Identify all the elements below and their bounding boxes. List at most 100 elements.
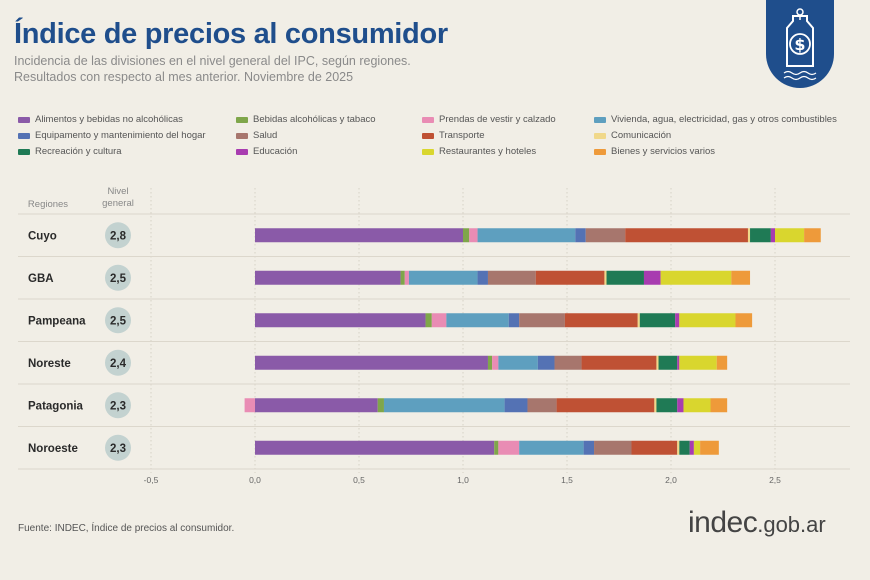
bar-segment xyxy=(498,355,538,370)
bar-segment xyxy=(625,228,748,243)
x-tick-label: 0,0 xyxy=(249,475,261,485)
legend-label: Transporte xyxy=(439,130,485,141)
bar-segment xyxy=(643,270,661,285)
legend-label: Educación xyxy=(253,146,298,157)
page-title: Índice de precios al consumidor xyxy=(14,18,448,50)
bar-segment xyxy=(487,270,536,285)
bar-segment xyxy=(679,313,736,328)
legend-item: Recreación y cultura xyxy=(18,146,122,157)
bar-segment xyxy=(581,355,657,370)
bar-segment xyxy=(750,228,771,243)
bar-segment xyxy=(446,313,509,328)
indec-logo: indec.gob.ar xyxy=(688,506,826,540)
subtitle-line-1: Incidencia de las divisiones en el nivel… xyxy=(14,54,411,68)
legend-swatch xyxy=(422,116,434,123)
logo-ext-text: .gob.ar xyxy=(757,512,826,537)
page-subtitle: Incidencia de las divisiones en el nivel… xyxy=(14,53,534,85)
x-tick-label: 2,5 xyxy=(769,475,781,485)
legend-label: Bienes y servicios varios xyxy=(611,146,716,157)
bar-segment xyxy=(425,313,432,328)
bar-segment xyxy=(492,355,499,370)
bar-segment xyxy=(255,440,495,455)
x-tick-label: 1,5 xyxy=(561,475,573,485)
source-note: Fuente: INDEC, Índice de precios al cons… xyxy=(18,523,235,534)
logo-main-text: indec xyxy=(688,506,758,539)
bar-segment xyxy=(519,440,584,455)
bar-segment xyxy=(537,355,555,370)
bar-segment xyxy=(747,228,751,243)
bar-segment xyxy=(255,313,426,328)
general-header-line2: general xyxy=(102,198,134,209)
bar-segment xyxy=(658,355,678,370)
bar-segment xyxy=(527,398,557,413)
bar-segment xyxy=(770,228,775,243)
legend-swatch xyxy=(18,116,30,123)
legend-swatch xyxy=(594,148,606,155)
legend-swatch xyxy=(594,116,606,123)
bar-segment xyxy=(519,313,565,328)
legend-swatch xyxy=(594,132,606,139)
legend-item: Comunicación xyxy=(594,130,671,141)
bar-segment xyxy=(631,440,678,455)
bar-segment xyxy=(377,398,384,413)
bar-segment xyxy=(477,270,488,285)
legend-item: Educación xyxy=(236,146,297,157)
x-tick-label: 0,5 xyxy=(353,475,365,485)
bar-segment xyxy=(404,270,409,285)
bar-segment xyxy=(255,398,378,413)
bar-segment xyxy=(585,228,626,243)
bar-segment xyxy=(469,228,478,243)
legend-item: Bebidas alcohólicas y tabaco xyxy=(236,114,376,125)
legend-item: Bienes y servicios varios xyxy=(594,146,715,157)
region-label: Pampeana xyxy=(28,315,86,327)
legend-swatch xyxy=(236,148,248,155)
bar-segment xyxy=(255,270,401,285)
legend-swatch xyxy=(18,132,30,139)
bar-segment xyxy=(255,228,463,243)
badge-dollar-symbol: $ xyxy=(794,35,805,54)
legend-swatch xyxy=(422,148,434,155)
bar-segment xyxy=(494,440,499,455)
legend-swatch xyxy=(18,148,30,155)
subtitle-line-2: Resultados con respecto al mes anterior.… xyxy=(14,70,354,84)
legend-label: Alimentos y bebidas no alcohólicas xyxy=(35,114,183,125)
legend-item: Prendas de vestir y calzado xyxy=(422,114,556,125)
general-level-value: 2,3 xyxy=(110,443,126,455)
legend-label: Restaurantes y hoteles xyxy=(439,146,537,157)
legend-swatch xyxy=(422,132,434,139)
region-label: GBA xyxy=(28,273,54,285)
bar-segment xyxy=(244,398,255,413)
region-label: Noreste xyxy=(28,358,71,370)
bar-segment xyxy=(775,228,805,243)
bar-segment xyxy=(400,270,405,285)
general-level-circle xyxy=(105,307,131,334)
bar-segment xyxy=(604,270,607,285)
x-tick-label: 2,0 xyxy=(665,475,677,485)
bar-segment xyxy=(710,398,728,413)
bar-segment xyxy=(383,398,505,413)
price-tag-dollar-icon: $ xyxy=(783,8,817,81)
legend-swatch xyxy=(236,116,248,123)
legend-item: Restaurantes y hoteles xyxy=(422,146,536,157)
bar-segment xyxy=(639,313,676,328)
bar-segment xyxy=(556,398,655,413)
legend-label: Vivienda, agua, electricidad, gas y otro… xyxy=(611,114,837,125)
legend-label: Equipamento y mantenimiento del hogar xyxy=(35,130,206,141)
bar-segment xyxy=(656,398,678,413)
general-level-value: 2,5 xyxy=(110,273,127,285)
bar-segment xyxy=(255,355,488,370)
legend-item: Salud xyxy=(236,130,277,141)
general-level-value: 2,5 xyxy=(110,315,127,327)
general-level-value: 2,8 xyxy=(110,230,127,242)
general-level-circle xyxy=(105,222,131,249)
bar-segment xyxy=(700,440,719,455)
bar-segment xyxy=(677,440,680,455)
bar-segment xyxy=(583,440,595,455)
legend-item: Equipamento y mantenimiento del hogar xyxy=(18,130,206,141)
bar-segment xyxy=(804,228,821,243)
region-label: Noroeste xyxy=(28,443,78,455)
bar-segment xyxy=(606,270,644,285)
bar-segment xyxy=(716,355,728,370)
legend-label: Bebidas alcohólicas y tabaco xyxy=(253,114,376,125)
bar-segment xyxy=(679,440,690,455)
